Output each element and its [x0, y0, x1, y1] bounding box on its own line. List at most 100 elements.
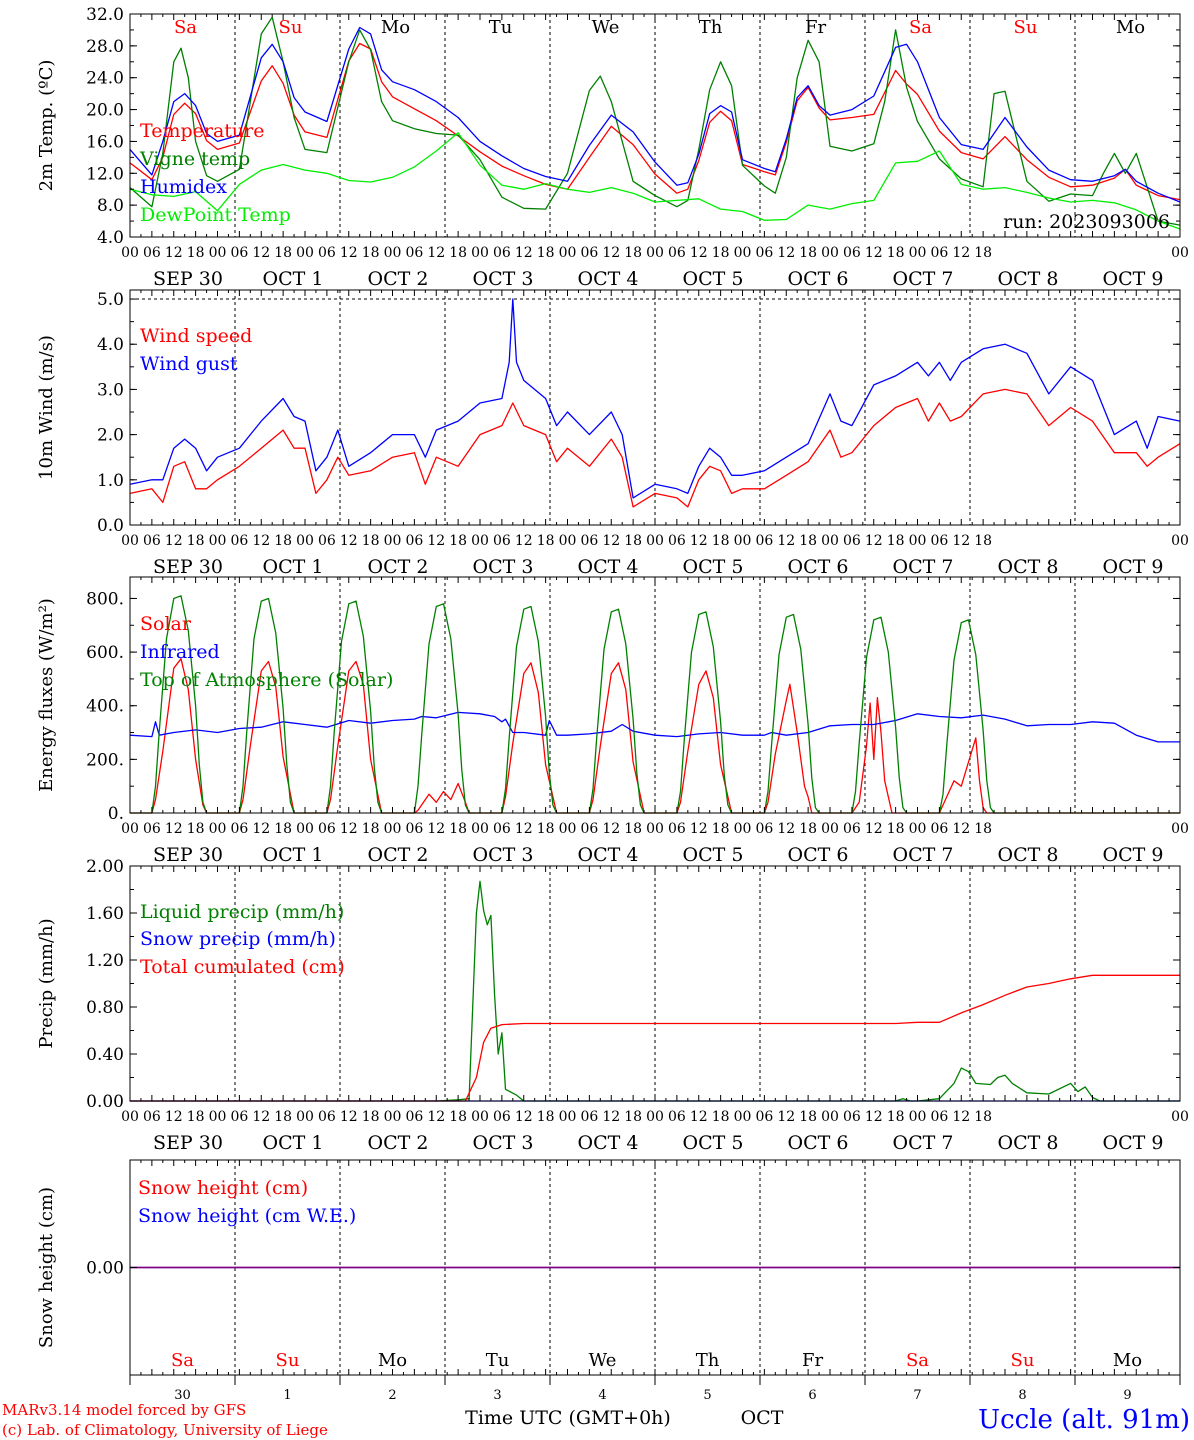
hour-label: 00 — [821, 245, 839, 261]
date-label: OCT 3 — [473, 1132, 534, 1154]
hour-label: 12 — [690, 245, 708, 261]
panel-precip: 2.00 1.60 1.20 0.80 0.40 0.00 Precip (mm/h) Liq… — [36, 857, 1189, 1154]
hour-label: 00 — [821, 533, 839, 549]
date-label: OCT 4 — [578, 556, 639, 578]
day-number: 4 — [598, 1388, 606, 1403]
panel-wind: 5.0 4.0 3.0 2.0 1.0 0.0 10m Wind (m/s) Wind spe… — [36, 289, 1189, 578]
hour-label: 18 — [799, 533, 817, 549]
hour-label: 00 — [734, 245, 752, 261]
hour-label: 12 — [165, 821, 183, 837]
hour-label: 00 — [471, 1109, 489, 1125]
hour-label: 18 — [887, 245, 905, 261]
hour-label: 12 — [777, 821, 795, 837]
hour-label: 00 — [646, 533, 664, 549]
hour-label: 06 — [318, 1109, 336, 1125]
legend-entry: Wind speed — [140, 325, 252, 347]
hour-label: 12 — [515, 821, 533, 837]
series-line-total-cumulated-cm- — [130, 974, 1180, 1102]
hour-label: 18 — [274, 533, 292, 549]
hour-label: 12 — [602, 1109, 620, 1125]
series-line-humidex — [129, 26, 1181, 203]
y-tick-label: 600. — [86, 643, 124, 663]
y-tick-label: 28.0 — [86, 37, 124, 57]
hour-label: 00 — [646, 245, 664, 261]
date-label: OCT 1 — [263, 556, 324, 578]
day-number: 7 — [913, 1388, 921, 1403]
legend-entry: Solar — [140, 613, 192, 635]
date-label: OCT 8 — [998, 1132, 1059, 1154]
date-label: OCT 7 — [893, 1132, 954, 1154]
date-label: OCT 4 — [578, 1132, 639, 1154]
day-abbr-top: Mo — [381, 17, 410, 38]
hour-label: 00 — [296, 245, 314, 261]
date-label: OCT 7 — [893, 844, 954, 866]
hour-label: 00 — [296, 1109, 314, 1125]
hour-label: 18 — [974, 533, 992, 549]
y-tick-label: 0.00 — [86, 1259, 124, 1279]
day-abbr-bottom: Fr — [802, 1350, 823, 1371]
hour-label: 18 — [362, 1109, 380, 1125]
y-tick-label: 4.0 — [97, 335, 124, 355]
hour-label: 06 — [405, 245, 423, 261]
hour-label: 00 — [909, 245, 927, 261]
hour-label: 18 — [799, 1109, 817, 1125]
hour-label: 00 — [559, 1109, 577, 1125]
hour-label: 06 — [318, 245, 336, 261]
legend-entry: DewPoint Temp — [140, 204, 291, 226]
date-label: SEP 30 — [153, 1132, 223, 1154]
hour-label: 18 — [187, 1109, 205, 1125]
hour-label: 00 — [209, 821, 227, 837]
hour-label: 12 — [515, 245, 533, 261]
day-abbr-top: We — [592, 17, 620, 38]
day-number: 2 — [388, 1388, 396, 1403]
hour-label: 00 — [471, 245, 489, 261]
hour-label: 18 — [449, 1109, 467, 1125]
y-tick-label: 800. — [86, 589, 124, 609]
hour-label: 06 — [493, 821, 511, 837]
hour-label: 12 — [602, 245, 620, 261]
hour-label: 18 — [537, 1109, 555, 1125]
hour-label: 12 — [252, 533, 270, 549]
hour-label: 18 — [712, 821, 730, 837]
date-label: OCT 9 — [1103, 844, 1164, 866]
legend-entry: Wind gust — [140, 353, 238, 375]
y-tick-label: 0.40 — [86, 1045, 124, 1065]
hour-label: 00 — [209, 533, 227, 549]
legend-entry: Humidex — [140, 176, 227, 198]
hour-label: 18 — [799, 821, 817, 837]
date-label: OCT 4 — [578, 844, 639, 866]
hour-label: 06 — [405, 1109, 423, 1125]
legend-entry: Top of Atmosphere (Solar) — [140, 669, 393, 691]
day-abbr-top: Sa — [909, 17, 932, 38]
legend-entry: Vigne temp — [139, 148, 250, 170]
y-tick-label: 8.0 — [97, 196, 124, 216]
hour-label: 06 — [668, 533, 686, 549]
legend-entry: Temperature — [140, 120, 264, 142]
hour-label: 18 — [537, 533, 555, 549]
hour-label: 12 — [252, 1109, 270, 1125]
date-label: OCT 5 — [683, 556, 744, 578]
hour-label: 12 — [340, 245, 358, 261]
hour-label: 12 — [952, 1109, 970, 1125]
hour-label: 18 — [362, 821, 380, 837]
hour-label: 18 — [624, 821, 642, 837]
legend-entry: Snow height (cm) — [138, 1177, 308, 1199]
day-abbr-top: Tu — [489, 17, 513, 38]
hour-label: 06 — [143, 245, 161, 261]
y-tick-label: 0.80 — [86, 998, 124, 1018]
hour-label: 06 — [230, 245, 248, 261]
month-label: OCT — [741, 1407, 784, 1429]
day-number: 6 — [808, 1388, 816, 1403]
hour-label: 12 — [690, 821, 708, 837]
hour-label: 06 — [230, 1109, 248, 1125]
date-label: SEP 30 — [153, 268, 223, 290]
hour-label: 18 — [362, 245, 380, 261]
day-abbr-bottom: Th — [696, 1350, 720, 1371]
hour-label: 06 — [580, 533, 598, 549]
date-label: OCT 5 — [683, 268, 744, 290]
hour-label: 18 — [712, 533, 730, 549]
hour-label: 06 — [755, 245, 773, 261]
date-label: SEP 30 — [153, 844, 223, 866]
hour-label: 06 — [843, 533, 861, 549]
